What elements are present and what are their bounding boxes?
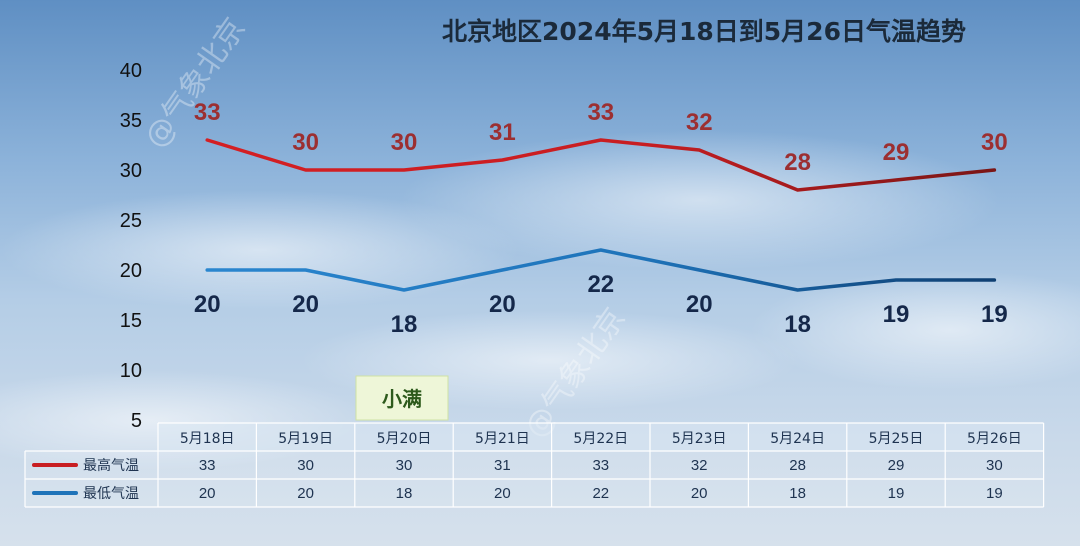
low-temp-label: 20 <box>194 291 221 318</box>
table-cell-value: 19 <box>986 485 1003 502</box>
low-temp-label: 20 <box>489 291 516 318</box>
x-tick-label: 5月23日 <box>672 431 727 447</box>
x-tick-label: 5月26日 <box>967 431 1022 447</box>
high-temp-label: 31 <box>489 119 516 146</box>
x-tick-label: 5月22日 <box>573 431 628 447</box>
table-cell-value: 32 <box>691 457 708 474</box>
table-cell-value: 18 <box>789 485 806 502</box>
y-tick-label: 25 <box>120 210 142 232</box>
high-temp-label: 33 <box>194 99 221 126</box>
y-tick-label: 15 <box>120 310 142 332</box>
high-temp-label: 30 <box>981 129 1008 156</box>
y-tick-label: 5 <box>131 410 142 432</box>
x-tick-label: 5月21日 <box>475 431 530 447</box>
low-temp-label: 22 <box>587 271 614 298</box>
high-temp-label: 30 <box>391 129 418 156</box>
series-lines <box>205 138 997 292</box>
table-cell-value: 33 <box>592 457 609 474</box>
high-temp-label: 29 <box>883 139 910 166</box>
legend-label: 最低气温 <box>83 486 139 502</box>
table-cell-value: 18 <box>396 485 413 502</box>
high-temp-label: 30 <box>292 129 319 156</box>
table-cell-value: 29 <box>888 457 905 474</box>
table-cell-value: 22 <box>592 485 609 502</box>
series-line-high <box>205 138 997 192</box>
high-temp-label: 28 <box>784 149 811 176</box>
table-cell-value: 31 <box>494 457 511 474</box>
low-temp-label: 20 <box>292 291 319 318</box>
y-tick-label: 40 <box>120 60 142 82</box>
x-tick-label: 5月24日 <box>770 431 825 447</box>
table-cell-value: 20 <box>199 485 216 502</box>
solar-term-label: 小满 <box>382 387 422 411</box>
y-tick-label: 30 <box>120 160 142 182</box>
y-tick-label: 35 <box>120 110 142 132</box>
x-tick-label: 5月25日 <box>869 431 924 447</box>
low-temp-label: 18 <box>784 311 811 338</box>
x-tick-label: 5月20日 <box>377 431 432 447</box>
data-table: 5月18日 5月19日 5月20日 5月21日 5月22日 5月23日 5月24日 5月25日… <box>24 422 1045 508</box>
table-cell-value: 20 <box>297 485 314 502</box>
table-cell-value: 20 <box>494 485 511 502</box>
y-tick-label: 20 <box>120 260 142 282</box>
high-temp-label: 32 <box>686 109 713 136</box>
x-tick-label: 5月18日 <box>180 431 235 447</box>
y-axis: 5 10 15 20 25 30 35 40 <box>120 60 142 432</box>
x-tick-label: 5月19日 <box>278 431 333 447</box>
table-cell-value: 20 <box>691 485 708 502</box>
table-cell-value: 19 <box>888 485 905 502</box>
low-temp-label: 20 <box>686 291 713 318</box>
table-header-bg <box>158 423 1044 451</box>
table-cell-value: 30 <box>396 457 413 474</box>
legend-label: 最高气温 <box>83 457 139 474</box>
low-temp-label: 19 <box>981 301 1008 328</box>
low-temp-label: 19 <box>883 301 910 328</box>
y-tick-label: 10 <box>120 360 142 382</box>
data-labels: 33 30 30 31 33 32 28 29 30 20 20 18 20 22 20 18 19 19 <box>194 99 1008 338</box>
high-temp-label: 33 <box>587 99 614 126</box>
low-temp-label: 18 <box>391 311 418 338</box>
series-line-low <box>205 248 997 292</box>
table-cell-value: 33 <box>199 457 216 474</box>
table-cell-value: 30 <box>297 457 314 474</box>
solar-term-note: 小满 <box>355 375 449 421</box>
table-cell-value: 30 <box>986 457 1003 474</box>
cloud-background <box>0 130 1080 470</box>
table-cell-value: 28 <box>789 457 806 474</box>
chart-title: 北京地区2024年5月18日到5月26日气温趋势 <box>442 17 966 46</box>
watermark-top: @气象北京 <box>138 12 253 155</box>
